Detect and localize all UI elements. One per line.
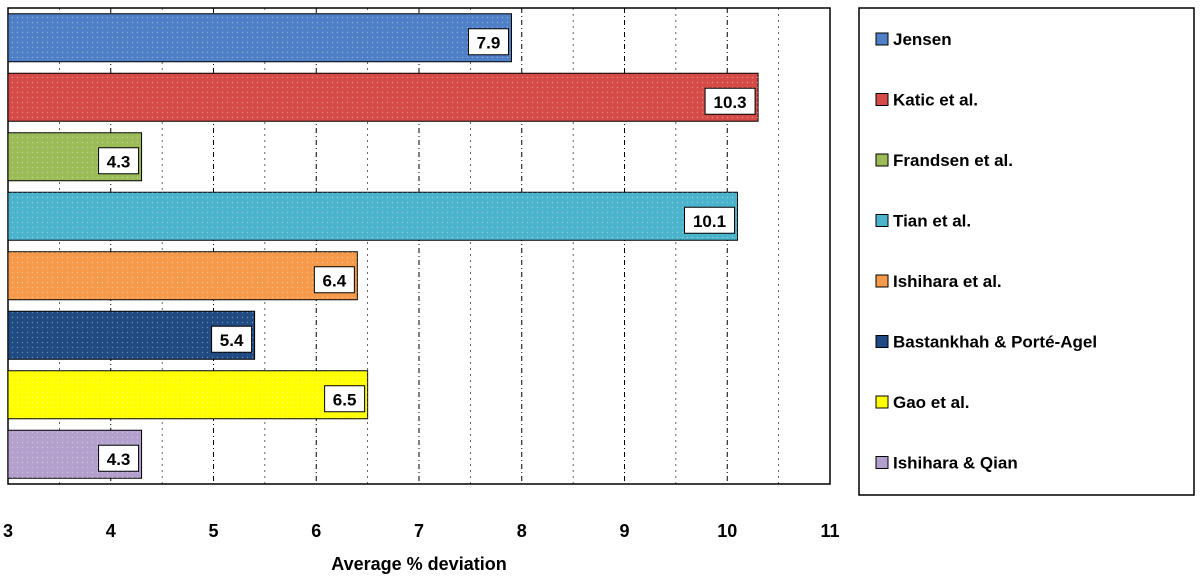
legend-label: Jensen bbox=[893, 30, 952, 49]
legend-label: Gao et al. bbox=[893, 393, 970, 412]
legend-swatch bbox=[875, 274, 889, 288]
legend-label: Bastankhah & Porté-Agel bbox=[893, 333, 1097, 352]
value-label-box bbox=[467, 28, 509, 56]
plot-area: 7.9 10.3 4.3 10.1 6.4 5.4 6.5 4.3 3 4 5 6 7 8 9 10 11 A… bbox=[3, 7, 840, 574]
x-tick-label: 11 bbox=[820, 521, 839, 541]
bar-texture bbox=[8, 192, 738, 241]
legend-swatch bbox=[875, 395, 889, 409]
value-label: 10.1 bbox=[693, 212, 726, 231]
value-label-box bbox=[98, 444, 140, 472]
value-label-box bbox=[313, 266, 355, 294]
x-tick-label: 10 bbox=[717, 521, 737, 541]
legend-swatch bbox=[875, 456, 889, 469]
legend-swatch bbox=[875, 93, 889, 106]
legend-swatch bbox=[875, 214, 889, 227]
x-tick-label: 6 bbox=[311, 521, 321, 541]
legend-label: Ishihara et al. bbox=[893, 272, 1002, 291]
value-label: 7.9 bbox=[477, 33, 501, 52]
legend-label: Frandsen et al. bbox=[893, 151, 1013, 170]
x-tick-labels: 3 4 5 6 7 8 9 10 11 bbox=[3, 521, 840, 541]
bar-texture bbox=[8, 251, 358, 300]
x-tick-label: 3 bbox=[3, 521, 13, 541]
legend: Jensen Katic et al. Frandsen et al. Tian et… bbox=[858, 7, 1195, 496]
x-tick-label: 5 bbox=[208, 521, 218, 541]
value-label-box bbox=[211, 325, 253, 353]
value-label: 5.4 bbox=[220, 331, 244, 350]
legend-label: Ishihara & Qian bbox=[893, 454, 1018, 473]
legend-swatch bbox=[875, 32, 889, 46]
legend-frame bbox=[858, 7, 1195, 496]
value-label: 6.5 bbox=[333, 390, 357, 409]
value-label-box bbox=[704, 87, 756, 115]
value-label: 4.3 bbox=[107, 450, 131, 469]
x-tick-label: 8 bbox=[517, 521, 527, 541]
value-label-box bbox=[684, 206, 736, 234]
value-label: 4.3 bbox=[107, 152, 131, 171]
bar-texture bbox=[8, 13, 512, 62]
bar-texture bbox=[8, 370, 368, 419]
legend-label: Katic et al. bbox=[893, 91, 978, 110]
legend-swatch bbox=[875, 153, 889, 167]
value-label-box bbox=[98, 147, 140, 175]
x-tick-label: 7 bbox=[414, 521, 424, 541]
value-label: 6.4 bbox=[323, 271, 347, 290]
bars: 7.9 10.3 4.3 10.1 6.4 5.4 6.5 4.3 bbox=[7, 13, 759, 479]
x-axis-title: Average % deviation bbox=[331, 554, 506, 574]
legend-label: Tian et al. bbox=[893, 212, 971, 231]
bar-texture bbox=[8, 73, 759, 122]
x-tick-label: 4 bbox=[106, 521, 116, 541]
value-label: 10.3 bbox=[714, 93, 747, 112]
x-tick-label: 9 bbox=[619, 521, 629, 541]
legend-swatch bbox=[875, 335, 889, 348]
value-label-box bbox=[324, 385, 366, 413]
